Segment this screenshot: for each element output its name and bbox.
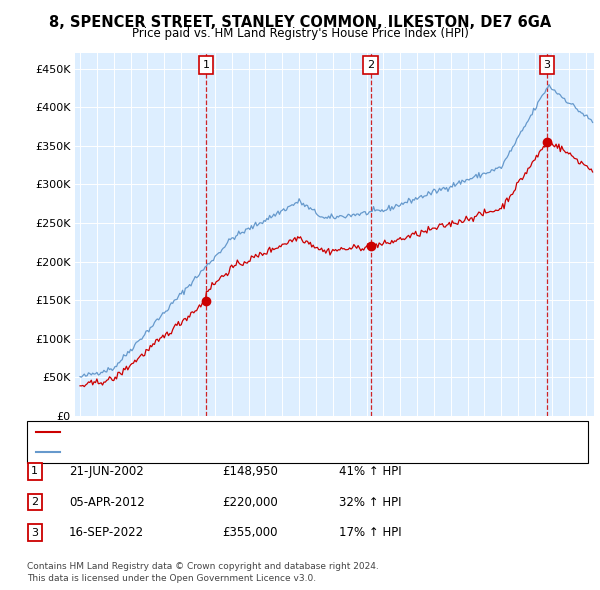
Text: 8, SPENCER STREET, STANLEY COMMON, ILKESTON, DE7 6GA (detached house): 8, SPENCER STREET, STANLEY COMMON, ILKES… [63, 427, 477, 437]
Text: 1: 1 [31, 467, 38, 476]
Text: This data is licensed under the Open Government Licence v3.0.: This data is licensed under the Open Gov… [27, 574, 316, 583]
Text: 21-JUN-2002: 21-JUN-2002 [69, 465, 144, 478]
Text: Contains HM Land Registry data © Crown copyright and database right 2024.: Contains HM Land Registry data © Crown c… [27, 562, 379, 571]
Text: 16-SEP-2022: 16-SEP-2022 [69, 526, 144, 539]
Text: 41% ↑ HPI: 41% ↑ HPI [339, 465, 401, 478]
Text: £148,950: £148,950 [222, 465, 278, 478]
Text: 05-APR-2012: 05-APR-2012 [69, 496, 145, 509]
Text: 3: 3 [31, 528, 38, 537]
Text: 3: 3 [544, 60, 550, 70]
Text: £220,000: £220,000 [222, 496, 278, 509]
Text: £355,000: £355,000 [222, 526, 277, 539]
Text: Price paid vs. HM Land Registry's House Price Index (HPI): Price paid vs. HM Land Registry's House … [131, 27, 469, 40]
Text: 1: 1 [202, 60, 209, 70]
Text: 32% ↑ HPI: 32% ↑ HPI [339, 496, 401, 509]
Text: 17% ↑ HPI: 17% ↑ HPI [339, 526, 401, 539]
Text: HPI: Average price, detached house, Erewash: HPI: Average price, detached house, Erew… [63, 447, 300, 457]
Text: 2: 2 [31, 497, 38, 507]
Text: 2: 2 [367, 60, 374, 70]
Text: 8, SPENCER STREET, STANLEY COMMON, ILKESTON, DE7 6GA: 8, SPENCER STREET, STANLEY COMMON, ILKES… [49, 15, 551, 30]
